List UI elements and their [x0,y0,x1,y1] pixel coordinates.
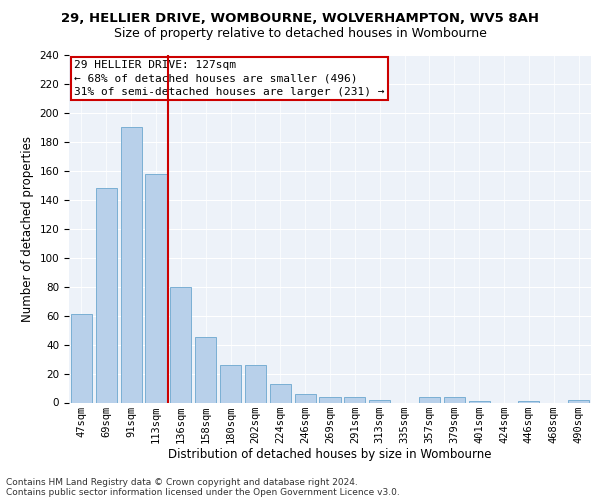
Bar [220,365,241,403]
Text: Contains public sector information licensed under the Open Government Licence v3: Contains public sector information licen… [6,488,400,497]
Bar [344,396,365,402]
Bar [444,396,465,402]
Bar [270,384,291,402]
Text: Contains HM Land Registry data © Crown copyright and database right 2024.: Contains HM Land Registry data © Crown c… [6,478,358,487]
Bar [469,401,490,402]
Bar [121,128,142,402]
Bar [145,174,167,402]
Bar [568,400,589,402]
Bar [71,314,92,402]
Bar [170,286,191,403]
Bar [245,365,266,403]
Bar [96,188,117,402]
Text: 29, HELLIER DRIVE, WOMBOURNE, WOLVERHAMPTON, WV5 8AH: 29, HELLIER DRIVE, WOMBOURNE, WOLVERHAMP… [61,12,539,26]
X-axis label: Distribution of detached houses by size in Wombourne: Distribution of detached houses by size … [168,448,492,462]
Bar [518,401,539,402]
Bar [419,396,440,402]
Text: 29 HELLIER DRIVE: 127sqm
← 68% of detached houses are smaller (496)
31% of semi-: 29 HELLIER DRIVE: 127sqm ← 68% of detach… [74,60,385,96]
Bar [295,394,316,402]
Bar [369,400,390,402]
Bar [319,396,341,402]
Y-axis label: Number of detached properties: Number of detached properties [21,136,34,322]
Bar [195,338,216,402]
Text: Size of property relative to detached houses in Wombourne: Size of property relative to detached ho… [113,28,487,40]
